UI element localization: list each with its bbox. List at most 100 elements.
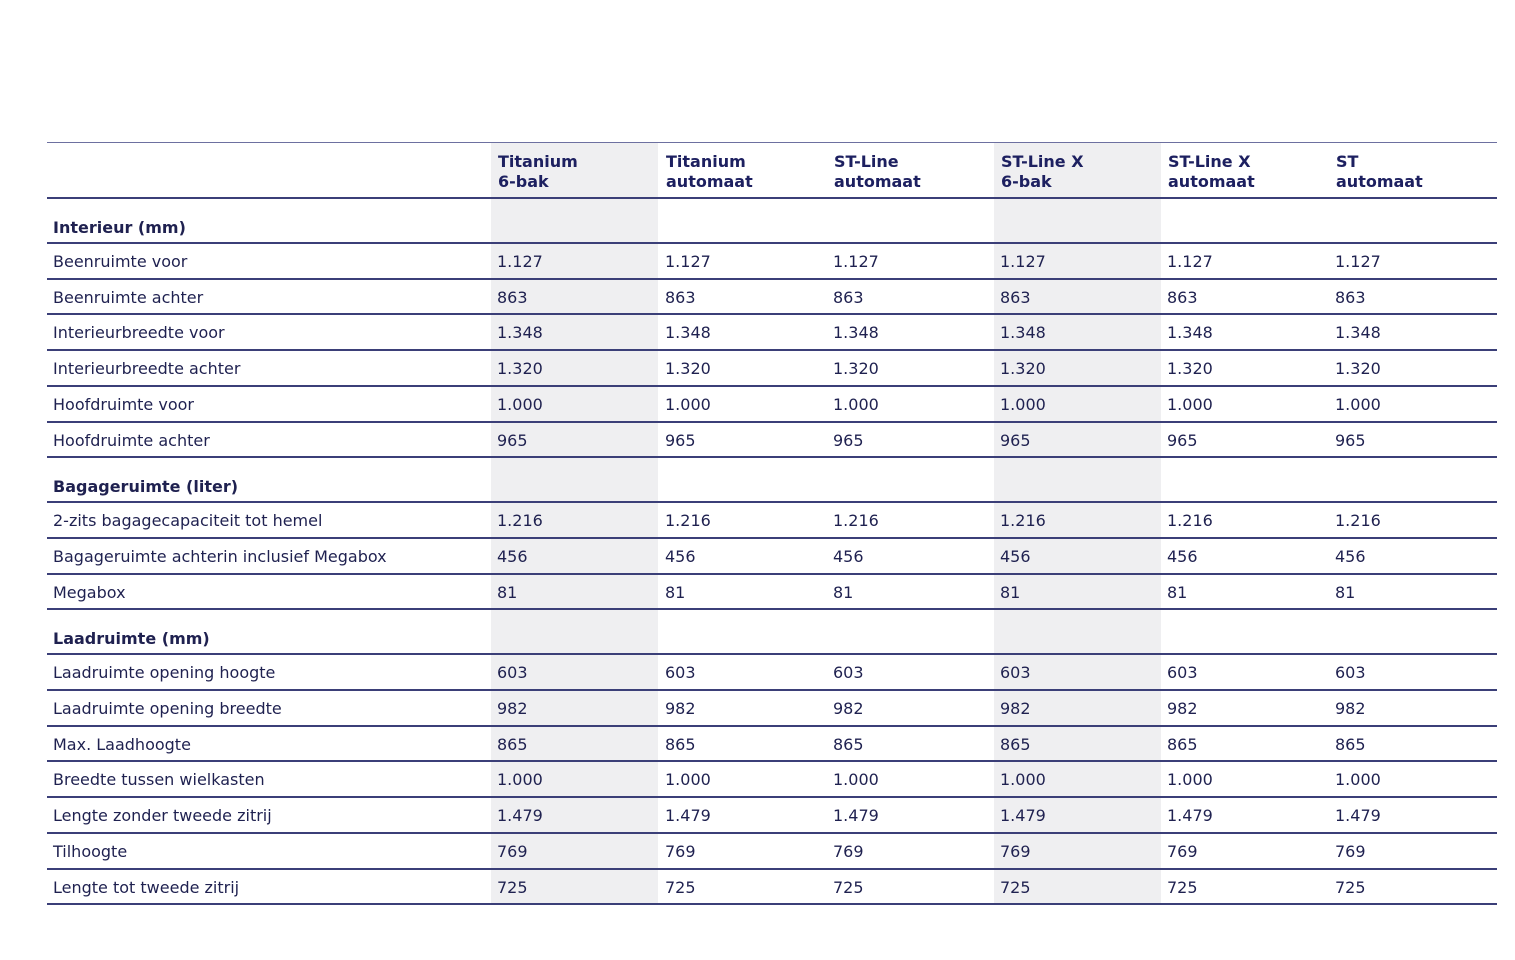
cell-value: 1.216	[833, 511, 879, 531]
cell-value: 456	[833, 546, 864, 566]
rule	[47, 903, 1497, 906]
cell-value: 725	[497, 877, 528, 897]
cell-value: 725	[833, 877, 864, 897]
rule	[47, 420, 1497, 423]
cell-value: 1.320	[665, 359, 711, 379]
rule	[47, 536, 1497, 539]
cell-value: 725	[1335, 877, 1366, 897]
cell-value: 863	[497, 287, 528, 307]
cell-value: 863	[1167, 287, 1198, 307]
row-label: Hoofdruimte voor	[53, 394, 194, 414]
column-shade	[491, 142, 658, 905]
rule	[47, 197, 1497, 199]
cell-value: 982	[1167, 699, 1198, 718]
column-header: automaat	[666, 172, 753, 191]
cell-value: 603	[497, 663, 528, 683]
section-title: Interieur (mm)	[53, 218, 186, 237]
cell-value: 1.479	[1167, 806, 1213, 826]
cell-value: 1.127	[833, 252, 879, 271]
cell-value: 1.320	[833, 359, 879, 379]
rule	[47, 142, 1497, 143]
column-header: Titanium	[498, 152, 578, 171]
rule	[47, 313, 1497, 316]
cell-value: 603	[1167, 663, 1198, 683]
cell-value: 863	[1335, 287, 1366, 307]
cell-value: 1.479	[665, 806, 711, 826]
row-label: Laadruimte opening breedte	[53, 699, 282, 718]
rule	[47, 867, 1497, 870]
cell-value: 863	[665, 287, 696, 307]
cell-value: 1.127	[497, 252, 543, 271]
cell-value: 982	[833, 699, 864, 718]
cell-value: 456	[497, 546, 528, 566]
cell-value: 965	[497, 430, 528, 450]
column-header: ST-Line X	[1001, 152, 1084, 171]
rule	[47, 760, 1497, 763]
cell-value: 1.000	[497, 394, 543, 414]
cell-value: 603	[665, 663, 696, 683]
cell-value: 865	[833, 734, 864, 754]
cell-value: 603	[1335, 663, 1366, 683]
cell-value: 1.348	[833, 323, 879, 343]
cell-value: 1.320	[1000, 359, 1046, 379]
column-header: 6-bak	[498, 172, 549, 191]
row-label: Hoofdruimte achter	[53, 430, 210, 450]
cell-value: 1.348	[1167, 323, 1213, 343]
cell-value: 81	[665, 582, 686, 602]
cell-value: 769	[497, 841, 528, 861]
rule	[47, 653, 1497, 656]
cell-value: 965	[1000, 430, 1031, 450]
section-title: Bagageruimte (liter)	[53, 477, 239, 497]
cell-value: 603	[833, 663, 864, 683]
rule	[47, 724, 1497, 727]
cell-value: 769	[1000, 841, 1031, 861]
row-label: Lengte tot tweede zitrij	[53, 877, 240, 897]
cell-value: 603	[1000, 663, 1031, 683]
cell-value: 1.479	[497, 806, 543, 826]
row-label: Beenruimte achter	[53, 287, 204, 307]
cell-value: 865	[665, 734, 696, 754]
cell-value: 456	[1000, 546, 1031, 566]
cell-value: 1.216	[1335, 511, 1381, 531]
row-label: Megabox	[53, 582, 126, 602]
cell-value: 1.000	[665, 394, 711, 414]
cell-value: 1.216	[1000, 511, 1046, 531]
cell-value: 1.000	[1000, 770, 1046, 790]
cell-value: 863	[833, 287, 864, 307]
rule	[47, 831, 1497, 834]
cell-value: 1.320	[1335, 359, 1381, 379]
row-label: Lengte zonder tweede zitrij	[53, 806, 272, 826]
row-label: Laadruimte opening hoogte	[53, 663, 276, 683]
column-header: ST-Line X	[1168, 152, 1251, 171]
cell-value: 1.320	[497, 359, 543, 379]
cell-value: 1.000	[833, 394, 879, 414]
row-label: Bagageruimte achterin inclusief Megabox	[53, 546, 387, 566]
cell-value: 965	[833, 430, 864, 450]
row-label: Beenruimte voor	[53, 252, 188, 271]
row-label: Interieurbreedte voor	[53, 323, 225, 343]
cell-value: 1.127	[665, 252, 711, 271]
cell-value: 1.320	[1167, 359, 1213, 379]
cell-value: 965	[665, 430, 696, 450]
rule	[47, 689, 1497, 691]
cell-value: 1.000	[1335, 394, 1381, 414]
cell-value: 1.479	[1335, 806, 1381, 826]
cell-value: 1.479	[1000, 806, 1046, 826]
column-header: ST-Line	[834, 152, 899, 171]
cell-value: 769	[833, 841, 864, 861]
cell-value: 725	[665, 877, 696, 897]
cell-value: 865	[1000, 734, 1031, 754]
cell-value: 965	[1167, 430, 1198, 450]
cell-value: 982	[1000, 699, 1031, 718]
cell-value: 456	[665, 546, 696, 566]
column-header: Titanium	[666, 152, 746, 171]
row-label: Interieurbreedte achter	[53, 359, 241, 379]
cell-value: 81	[497, 582, 518, 602]
cell-value: 81	[1000, 582, 1021, 602]
cell-value: 1.216	[497, 511, 543, 531]
cell-value: 1.000	[1000, 394, 1046, 414]
row-label: 2-zits bagagecapaciteit tot hemel	[53, 511, 323, 531]
row-label: Tilhoogte	[53, 841, 128, 861]
rule	[47, 242, 1497, 244]
